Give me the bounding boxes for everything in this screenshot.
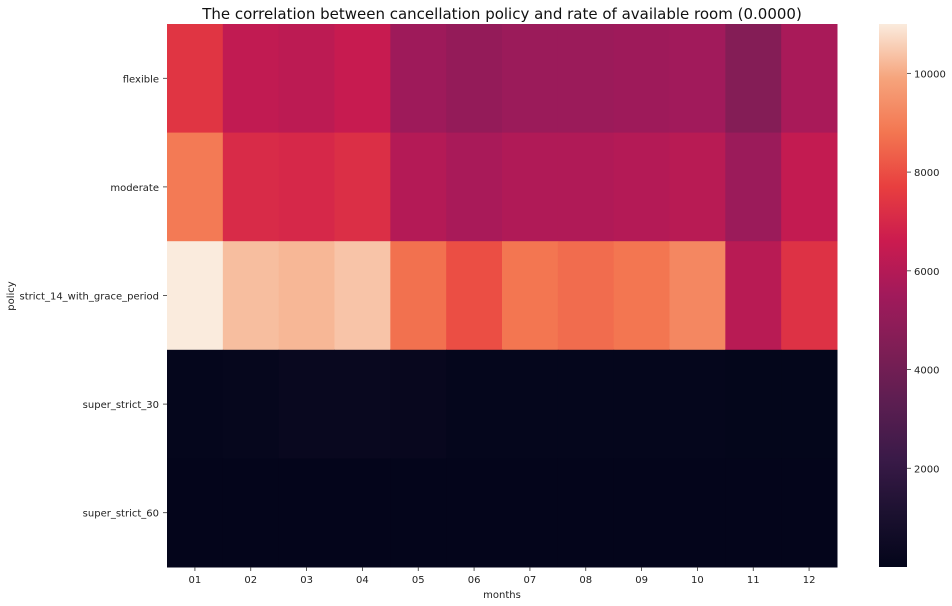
heatmap-cell	[278, 458, 335, 568]
x-tick-label: 10	[691, 575, 704, 586]
heatmap-cell	[613, 241, 670, 351]
y-tick-label: flexible	[123, 74, 159, 85]
heatmap-cell	[613, 132, 670, 242]
x-tick-label: 06	[468, 575, 481, 586]
x-tick-label: 01	[189, 575, 202, 586]
y-tick-label: super_strict_30	[83, 400, 159, 411]
heatmap-cell	[781, 458, 838, 568]
heatmap-cell	[669, 132, 726, 242]
heatmap-cell	[222, 24, 280, 134]
heatmap-cell	[167, 24, 224, 134]
heatmap-cell	[167, 349, 224, 459]
heatmap-cell	[222, 349, 280, 459]
heatmap-cell	[502, 241, 559, 351]
heatmap-cell	[278, 24, 335, 134]
heatmap-cell	[557, 241, 615, 351]
heatmap-cell	[390, 241, 447, 351]
x-tick-label: 07	[524, 575, 537, 586]
heatmap-cell	[390, 132, 447, 242]
y-tick-label: moderate	[110, 183, 159, 194]
heatmap-cell	[613, 24, 670, 134]
heatmap-cell	[502, 24, 559, 134]
heatmap-cell	[502, 458, 559, 568]
heatmap-cell	[278, 349, 335, 459]
heatmap-cell	[725, 241, 782, 351]
y-axis-label: policy	[6, 281, 17, 311]
x-tick-label: 02	[244, 575, 257, 586]
x-tick-label: 05	[412, 575, 425, 586]
heatmap-cell	[669, 458, 726, 568]
colorbar-tick-label: 2000	[914, 464, 939, 475]
heatmap-cell	[390, 458, 447, 568]
x-tick-labels: 01 02 03 04 05 06 07 08 09 10 11 12	[189, 567, 816, 586]
x-tick-label: 04	[356, 575, 369, 586]
heatmap-cell	[502, 132, 559, 242]
heatmap-cell	[557, 349, 615, 459]
x-axis-label: months	[483, 590, 521, 601]
colorbar-tick-label: 6000	[914, 267, 939, 278]
heatmap-cell	[669, 241, 726, 351]
heatmap-cell	[725, 24, 782, 134]
heatmap-cell	[167, 458, 224, 568]
heatmap-cell	[725, 458, 782, 568]
heatmap-cell	[446, 132, 503, 242]
heatmap-cell	[334, 241, 391, 351]
heatmap-cell	[222, 241, 280, 351]
colorbar-ticks: 2000 4000 6000 8000 10000	[907, 69, 946, 475]
colorbar-tick-label: 10000	[914, 69, 946, 80]
heatmap-cell	[669, 24, 726, 134]
heatmap-cell	[781, 132, 838, 242]
colorbar	[879, 24, 907, 567]
heatmap-cell	[446, 24, 503, 134]
heatmap-cell	[167, 132, 224, 242]
heatmap-cell	[278, 132, 335, 242]
heatmap-cell	[167, 241, 224, 351]
heatmap-cell	[557, 24, 615, 134]
heatmap-cell	[502, 349, 559, 459]
x-tick-label: 11	[747, 575, 760, 586]
y-tick-label: strict_14_with_grace_period	[20, 292, 159, 303]
heatmap-cells	[167, 24, 838, 568]
heatmap-cell	[222, 132, 280, 242]
colorbar-tick-label: 4000	[914, 366, 939, 377]
y-tick-label: super_strict_60	[83, 509, 159, 520]
heatmap-cell	[446, 458, 503, 568]
heatmap-cell	[669, 349, 726, 459]
heatmap-cell	[613, 349, 670, 459]
x-tick-label: 09	[635, 575, 648, 586]
chart-title: The correlation between cancellation pol…	[201, 5, 802, 23]
heatmap-cell	[222, 458, 280, 568]
x-tick-label: 03	[300, 575, 313, 586]
heatmap-cell	[781, 241, 838, 351]
x-tick-label: 08	[579, 575, 592, 586]
heatmap-cell	[334, 24, 391, 134]
heatmap-cell	[334, 458, 391, 568]
heatmap-cell	[725, 349, 782, 459]
y-tick-labels: flexible moderate strict_14_with_grace_per…	[20, 74, 167, 520]
heatmap-cell	[781, 349, 838, 459]
x-tick-label: 12	[803, 575, 816, 586]
heatmap-cell	[334, 349, 391, 459]
heatmap-cell	[446, 349, 503, 459]
colorbar-tick-label: 8000	[914, 168, 939, 179]
heatmap-cell	[446, 241, 503, 351]
heatmap-cell	[557, 132, 615, 242]
heatmap-cell	[278, 241, 335, 351]
heatmap-cell	[613, 458, 670, 568]
heatmap-cell	[390, 349, 447, 459]
heatmap-cell	[781, 24, 838, 134]
heatmap-cell	[334, 132, 391, 242]
heatmap-cell	[725, 132, 782, 242]
heatmap-cell	[557, 458, 615, 568]
heatmap-cell	[390, 24, 447, 134]
